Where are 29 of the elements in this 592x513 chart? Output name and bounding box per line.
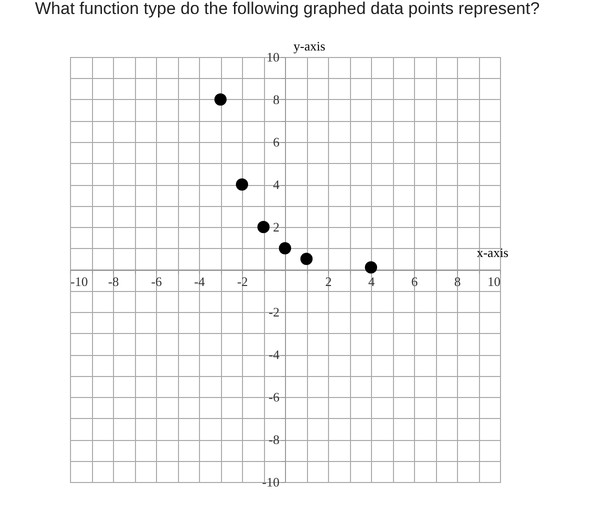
x-tick-label: 4	[368, 274, 376, 289]
x-tick-label: 2	[325, 274, 332, 289]
y-tick-label: 4	[273, 177, 280, 192]
x-tick-label: -2	[237, 274, 248, 289]
y-tick-label: 10	[266, 50, 280, 64]
x-axis-title: x-axis	[476, 245, 508, 260]
point	[364, 261, 378, 274]
y-tick-label: -8	[268, 432, 280, 447]
y-tick-label: 8	[273, 92, 280, 107]
y-tick-label: 2	[273, 220, 280, 234]
y-tick-label: -10	[262, 474, 280, 490]
x-tick-label: 8	[454, 274, 461, 289]
y-tick-label: -4	[268, 347, 280, 362]
point	[278, 242, 292, 254]
point	[257, 220, 270, 234]
y-tick-label: -2	[268, 304, 280, 320]
y-axis-title: y-axis	[294, 38, 326, 54]
point	[236, 178, 248, 191]
point	[300, 252, 313, 265]
y-tick-label: 6	[273, 134, 280, 150]
x-tick-label: -8	[108, 274, 119, 289]
x-tick-label: 10	[488, 274, 500, 289]
x-tick-label: 6	[411, 274, 418, 289]
y-tick-label: -6	[268, 390, 280, 404]
x-tick-label: -4	[194, 274, 206, 289]
x-tick-label: -10	[70, 274, 88, 289]
x-tick-label: -6	[151, 274, 162, 289]
chart-title: What function type do the following graphed data points represent?	[35, 0, 540, 18]
point	[214, 93, 227, 106]
